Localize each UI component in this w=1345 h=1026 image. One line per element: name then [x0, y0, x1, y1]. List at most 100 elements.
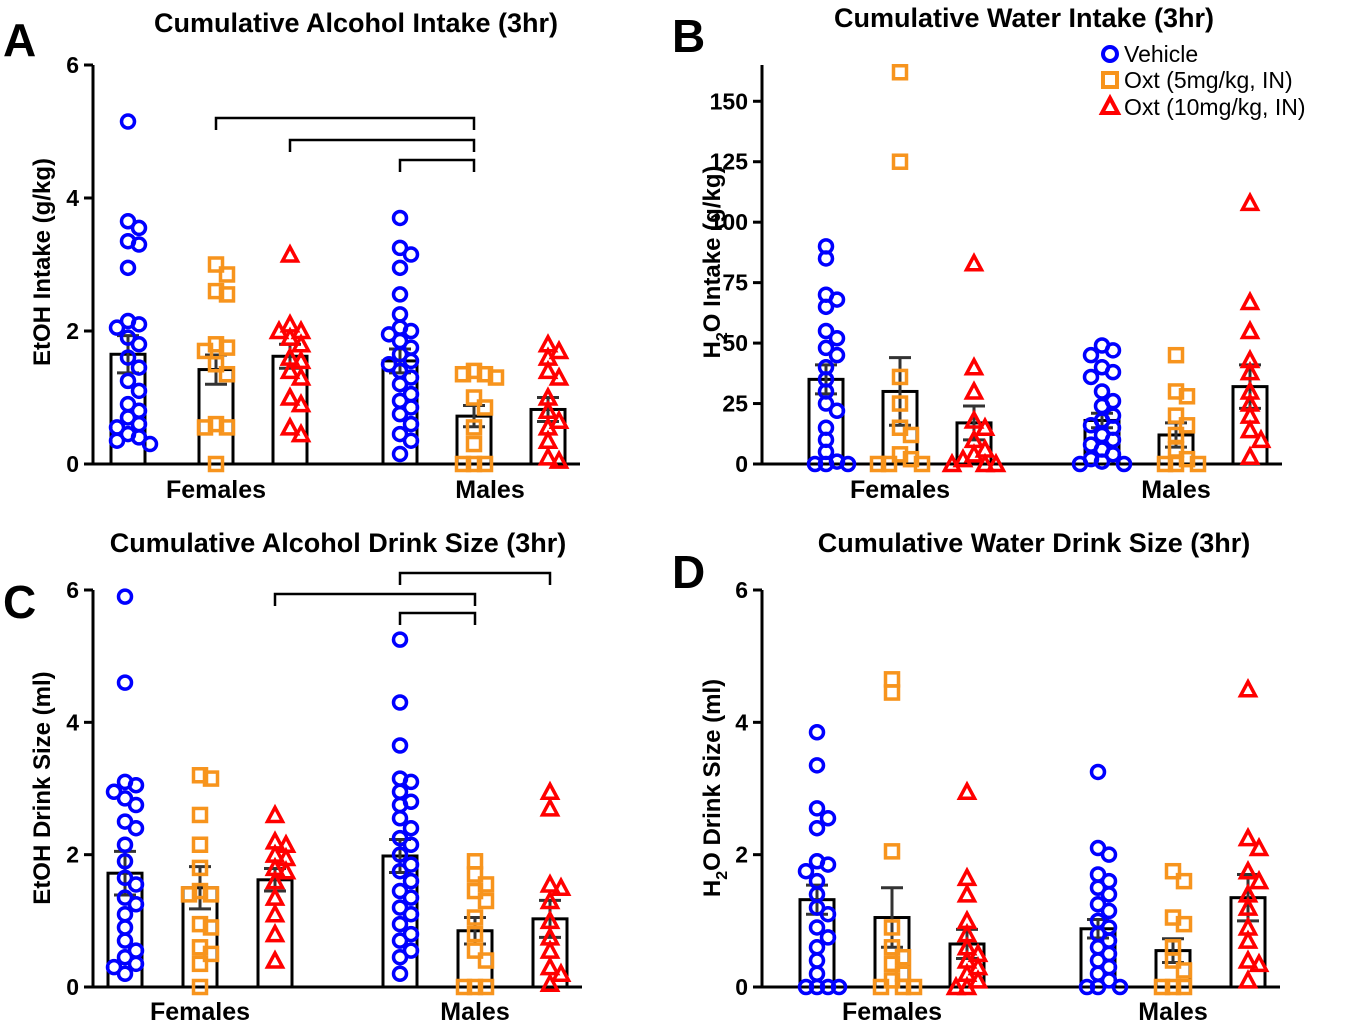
panel-d-title: Cumulative Water Drink Size (3hr)	[818, 528, 1251, 558]
y-tick-label: 2	[735, 842, 748, 868]
data-point-vehicle	[130, 236, 148, 253]
data-point-vehicle	[819, 810, 837, 827]
panel-c-plot: 0 2 4 6 EtOH Drink Size (ml) Females Males	[29, 571, 582, 1026]
data-point-oxt-10	[1237, 896, 1259, 916]
data-point-vehicle	[1089, 763, 1107, 781]
data-point-vehicle	[1082, 368, 1100, 386]
panel-d: D Cumulative Water Drink Size (3hr) 0 2 4 6…	[672, 528, 1280, 1026]
data-point-vehicle	[797, 862, 815, 880]
data-point-oxt-5	[191, 836, 209, 853]
significance-bracket	[398, 158, 476, 172]
panel-label-d: D	[672, 546, 705, 598]
data-point-oxt-10	[539, 889, 561, 910]
data-point-vehicle	[391, 737, 409, 754]
data-point-oxt-5	[202, 886, 220, 903]
data-point-vehicle	[391, 694, 409, 711]
data-point-oxt-10	[956, 866, 978, 887]
data-point-oxt-5	[894, 978, 912, 996]
data-point-oxt-5	[454, 455, 472, 473]
data-point-oxt-10	[264, 803, 286, 824]
data-point-oxt-10	[264, 922, 286, 943]
data-point-vehicle	[817, 339, 835, 357]
group-label-males: Males	[1141, 476, 1210, 504]
y-axis-label: H2O Intake (g/kg)	[699, 166, 731, 359]
data-point-oxt-5	[891, 153, 909, 170]
data-point-vehicle	[402, 415, 420, 433]
data-point-vehicle	[391, 965, 409, 983]
panel-b-plot: 0 25 50 75 100 125 150 H2O Intake (g/kg) Females…	[699, 64, 1282, 504]
data-point-oxt-5	[202, 945, 220, 963]
data-point-oxt-10	[1239, 319, 1261, 340]
data-point-vehicle	[402, 322, 420, 340]
data-point-vehicle	[839, 455, 857, 473]
data-point-vehicle	[130, 336, 148, 353]
data-point-vehicle	[808, 919, 826, 936]
data-point-oxt-5	[465, 435, 483, 453]
data-point-vehicle	[828, 330, 846, 347]
data-point-oxt-5	[902, 426, 920, 444]
data-point-oxt-10	[1237, 826, 1259, 847]
data-point-oxt-10	[290, 392, 312, 413]
data-point-vehicle	[402, 905, 420, 923]
data-point-vehicle	[127, 819, 145, 837]
data-point-oxt-5	[1164, 978, 1182, 996]
data-point-oxt-5	[476, 365, 494, 383]
data-point-vehicle	[819, 905, 837, 923]
data-point-vehicle	[116, 836, 134, 853]
data-point-vehicle	[130, 219, 148, 237]
significance-bracket	[214, 116, 476, 130]
y-tick-label: 2	[66, 318, 79, 344]
data-point-vehicle	[391, 375, 409, 393]
data-point-oxt-5	[905, 978, 923, 996]
data-point-oxt-5	[1175, 872, 1193, 890]
y-tick-label: 4	[735, 709, 748, 735]
legend-label-oxt-5: Oxt (5mg/kg, IN)	[1124, 67, 1293, 93]
data-point-vehicle	[817, 455, 835, 473]
data-point-oxt-10	[279, 359, 301, 380]
data-point-vehicle	[808, 819, 826, 837]
data-point-oxt-5	[191, 978, 209, 996]
data-point-oxt-5	[1167, 455, 1185, 473]
data-point-oxt-10	[1237, 678, 1259, 698]
data-point-oxt-10	[539, 955, 561, 976]
y-tick-label: 2	[66, 842, 79, 868]
data-point-vehicle	[817, 395, 835, 412]
data-point-oxt-10	[1239, 191, 1261, 212]
data-point-vehicle	[116, 965, 134, 983]
data-point-oxt-10	[548, 409, 570, 430]
data-point-oxt-10	[963, 356, 985, 376]
data-point-vehicle	[1115, 455, 1133, 473]
data-point-vehicle	[119, 349, 137, 366]
bar-oxt-10	[256, 878, 294, 989]
data-point-vehicle	[127, 955, 145, 973]
data-point-oxt-5	[218, 419, 236, 436]
data-point-vehicle	[808, 800, 826, 817]
data-point-oxt-5	[880, 455, 898, 473]
data-point-oxt-10	[1237, 969, 1259, 989]
data-point-oxt-10	[279, 386, 301, 406]
data-point-vehicle	[828, 402, 846, 420]
data-point-oxt-5	[1175, 915, 1193, 933]
panel-label-a: A	[3, 14, 36, 66]
data-point-oxt-5	[477, 952, 495, 969]
data-point-oxt-5	[207, 256, 225, 273]
group-label-females: Females	[850, 476, 950, 504]
data-point-vehicle	[130, 359, 148, 376]
data-point-oxt-5	[180, 886, 198, 903]
data-point-vehicle	[391, 810, 409, 827]
y-axis-label: H2O Drink Size (ml)	[699, 679, 731, 897]
data-point-vehicle	[1078, 978, 1096, 996]
data-point-oxt-5	[207, 455, 225, 473]
legend-item-vehicle: Vehicle	[1101, 41, 1198, 67]
data-point-oxt-10	[539, 797, 561, 817]
data-point-vehicle	[402, 889, 420, 906]
data-point-vehicle	[808, 978, 826, 996]
data-point-oxt-5	[891, 368, 909, 386]
legend-square-marker	[1101, 71, 1119, 89]
data-point-oxt-10	[1237, 929, 1259, 949]
y-axis-label-text: H	[699, 341, 726, 358]
data-point-oxt-10	[1237, 949, 1259, 969]
data-point-vehicle	[391, 209, 409, 227]
data-point-vehicle	[391, 862, 409, 880]
